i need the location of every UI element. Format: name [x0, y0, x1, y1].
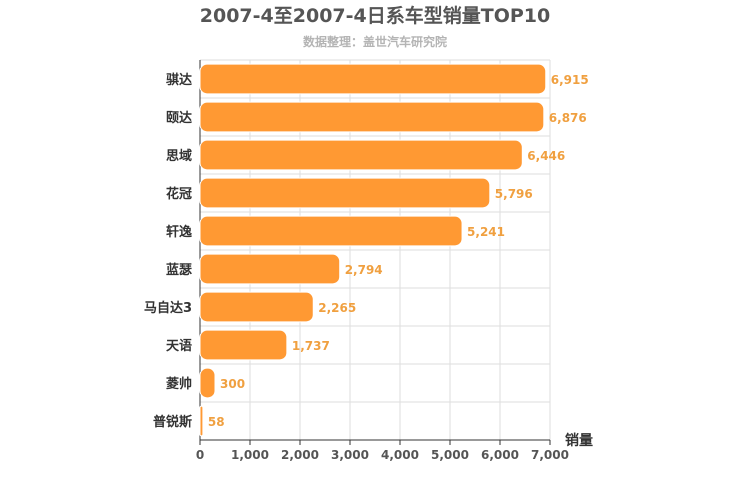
tick-label: 3,000 [331, 448, 369, 462]
category-label: 颐达 [166, 110, 192, 126]
tick-label: 6,000 [481, 448, 519, 462]
value-label: 1,737 [292, 339, 330, 353]
chart-subtitle: 数据整理：盖世汽车研究院 [303, 34, 447, 49]
category-label: 花冠 [166, 186, 192, 202]
bar [199, 101, 545, 133]
category-label: 蓝瑟 [166, 262, 192, 278]
bar [199, 215, 463, 247]
category-label: 菱帅 [166, 376, 192, 392]
category-label: 思域 [166, 148, 192, 164]
bars [199, 63, 547, 437]
tick-label: 7,000 [531, 448, 569, 462]
x-axis-label: 销量 [565, 432, 593, 449]
value-label: 6,446 [527, 149, 565, 163]
bar [199, 405, 204, 437]
value-label: 300 [220, 377, 245, 391]
value-label: 2,794 [345, 263, 383, 277]
value-labels: 6,915 6,876 6,446 5,796 5,241 2,794 2,265 1,737… [208, 73, 589, 429]
value-label: 5,796 [495, 187, 533, 201]
bar [199, 291, 314, 323]
value-label: 6,915 [551, 73, 589, 87]
bar [199, 63, 547, 95]
bar [199, 253, 341, 285]
tick-label: 4,000 [381, 448, 419, 462]
bar [199, 367, 216, 399]
bar [199, 139, 523, 171]
value-label: 2,265 [318, 301, 356, 315]
value-label: 58 [208, 415, 225, 429]
tick-label: 1,000 [231, 448, 269, 462]
bar [199, 177, 491, 209]
category-label: 轩逸 [166, 224, 192, 240]
chart-title: 2007-4至2007-4日系车型销量TOP10 [200, 4, 550, 27]
tick-label: 5,000 [431, 448, 469, 462]
value-label: 5,241 [467, 225, 505, 239]
tick-label: 0 [196, 448, 204, 462]
category-label: 骐达 [166, 72, 192, 88]
value-label: 6,876 [549, 111, 587, 125]
bar [199, 329, 288, 361]
category-label: 马自达3 [144, 300, 192, 316]
category-label: 普锐斯 [153, 414, 192, 430]
tick-label: 2,000 [281, 448, 319, 462]
x-axis-ticks: 0 1,000 2,000 3,000 4,000 5,000 6,000 7,000 [196, 440, 569, 462]
category-label: 天语 [166, 339, 192, 354]
